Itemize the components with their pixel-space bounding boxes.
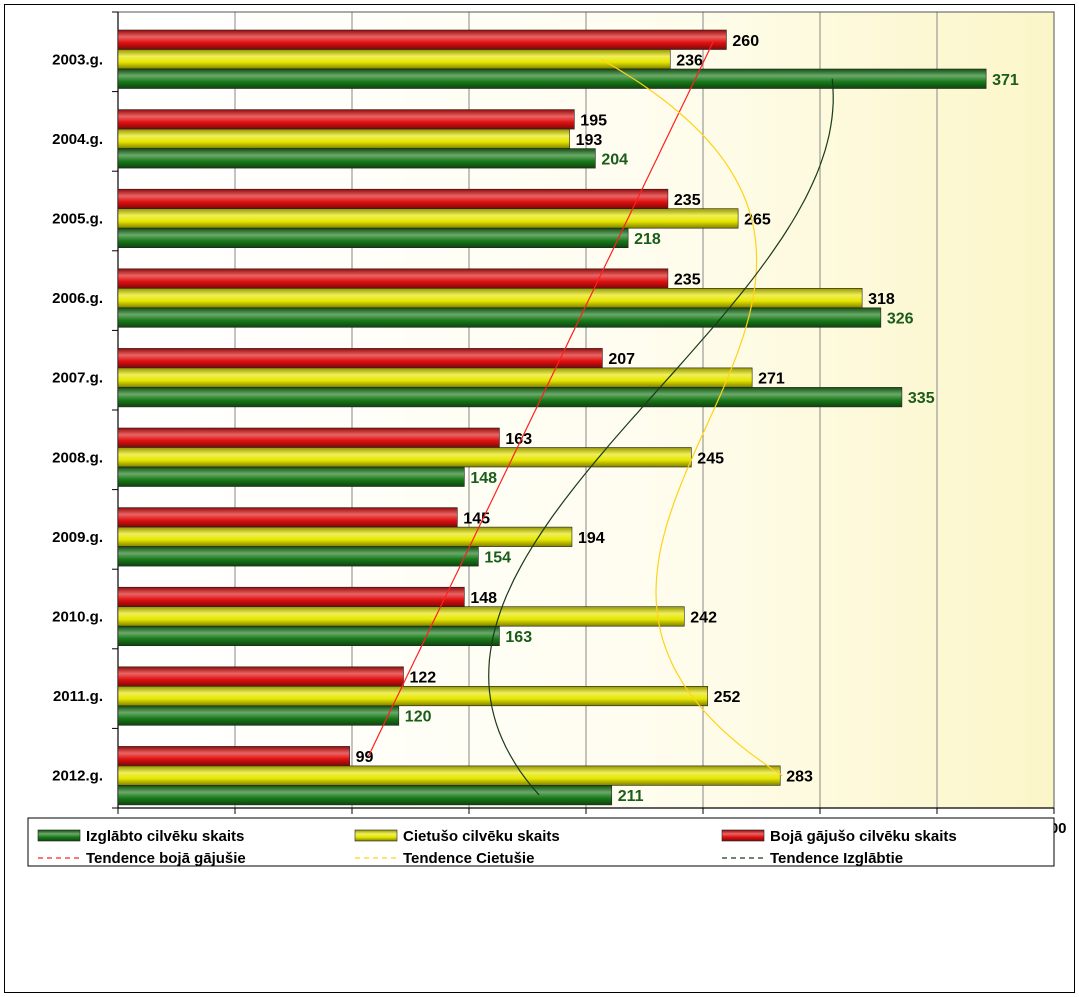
trendline	[600, 58, 783, 777]
y-category-label: 2004.g.	[52, 131, 103, 148]
data-label: 252	[714, 689, 741, 706]
bar	[117, 746, 350, 767]
legend-swatch	[721, 829, 765, 842]
bar	[117, 109, 575, 130]
y-category-label: 2012.g.	[52, 768, 103, 785]
chart-frame	[4, 4, 1075, 993]
legend-label: Izglābto cilvēku skaits	[86, 828, 244, 845]
y-category-label: 2005.g.	[52, 210, 103, 227]
bar	[117, 586, 465, 608]
data-label: 163	[505, 431, 532, 448]
data-label: 326	[887, 311, 914, 328]
data-label: 318	[868, 291, 895, 308]
bar	[117, 427, 500, 448]
data-label: 245	[697, 450, 724, 467]
bar	[117, 785, 613, 806]
bar	[117, 307, 882, 328]
bar	[117, 765, 781, 786]
bar	[117, 507, 458, 528]
data-label: 148	[470, 590, 497, 607]
legend-swatch	[37, 829, 81, 842]
data-label: 371	[992, 72, 1019, 89]
bar	[117, 128, 570, 149]
bar	[117, 287, 863, 309]
legend-swatch	[354, 829, 398, 842]
data-label: 154	[484, 549, 511, 566]
data-label: 335	[908, 390, 935, 407]
data-label: 120	[405, 709, 432, 726]
legend-label: Tendence bojā gājušie	[86, 850, 246, 867]
data-label: 163	[505, 629, 532, 646]
legend-label: Tendence Izglābtie	[770, 850, 903, 867]
y-category-label: 2011.g.	[53, 688, 103, 705]
bar	[117, 208, 739, 229]
bar	[117, 666, 404, 687]
bar	[117, 268, 669, 289]
y-category-label: 2010.g.	[52, 608, 103, 625]
data-label: 148	[470, 470, 497, 487]
data-label: 211	[618, 788, 644, 805]
data-label: 260	[732, 33, 759, 50]
data-label: 218	[634, 231, 661, 248]
data-label: 235	[674, 192, 701, 209]
legend-label: Bojā gājušo cilvēku skaits	[770, 828, 957, 845]
data-label: 195	[580, 112, 607, 129]
bar	[117, 387, 903, 408]
data-label: 193	[576, 132, 603, 149]
y-category-label: 2003.g.	[52, 51, 103, 68]
trendline	[488, 78, 834, 796]
bar	[117, 188, 669, 209]
data-label: 207	[608, 351, 635, 368]
data-label: 242	[690, 609, 717, 626]
data-label: 235	[674, 272, 701, 289]
y-category-label: 2007.g.	[52, 370, 103, 387]
bar	[117, 148, 596, 169]
bar	[117, 367, 753, 388]
bar	[117, 526, 573, 547]
bar	[117, 685, 708, 707]
bar	[117, 49, 671, 70]
y-category-label: 2006.g.	[52, 290, 103, 307]
data-label: 204	[601, 151, 628, 168]
legend-label: Tendence Cietušie	[403, 850, 534, 867]
legend-label: Cietušo cilvēku skaits	[403, 828, 560, 845]
bar	[117, 466, 465, 487]
data-label: 236	[676, 52, 703, 69]
trendline	[367, 39, 715, 757]
bar	[117, 68, 987, 89]
y-category-label: 2008.g.	[52, 449, 103, 466]
data-label: 265	[744, 211, 771, 228]
data-label: 145	[463, 510, 490, 527]
data-label: 122	[409, 670, 436, 687]
bar	[117, 227, 629, 248]
data-label: 271	[758, 371, 785, 388]
bar	[117, 546, 479, 567]
bar	[117, 348, 603, 369]
data-label: 194	[578, 530, 605, 547]
bar	[117, 29, 727, 50]
y-category-label: 2009.g.	[52, 529, 103, 546]
data-label: 283	[786, 769, 813, 786]
bar	[117, 705, 400, 726]
bar	[117, 606, 685, 627]
bar	[117, 625, 500, 647]
legend-box	[27, 817, 1055, 867]
